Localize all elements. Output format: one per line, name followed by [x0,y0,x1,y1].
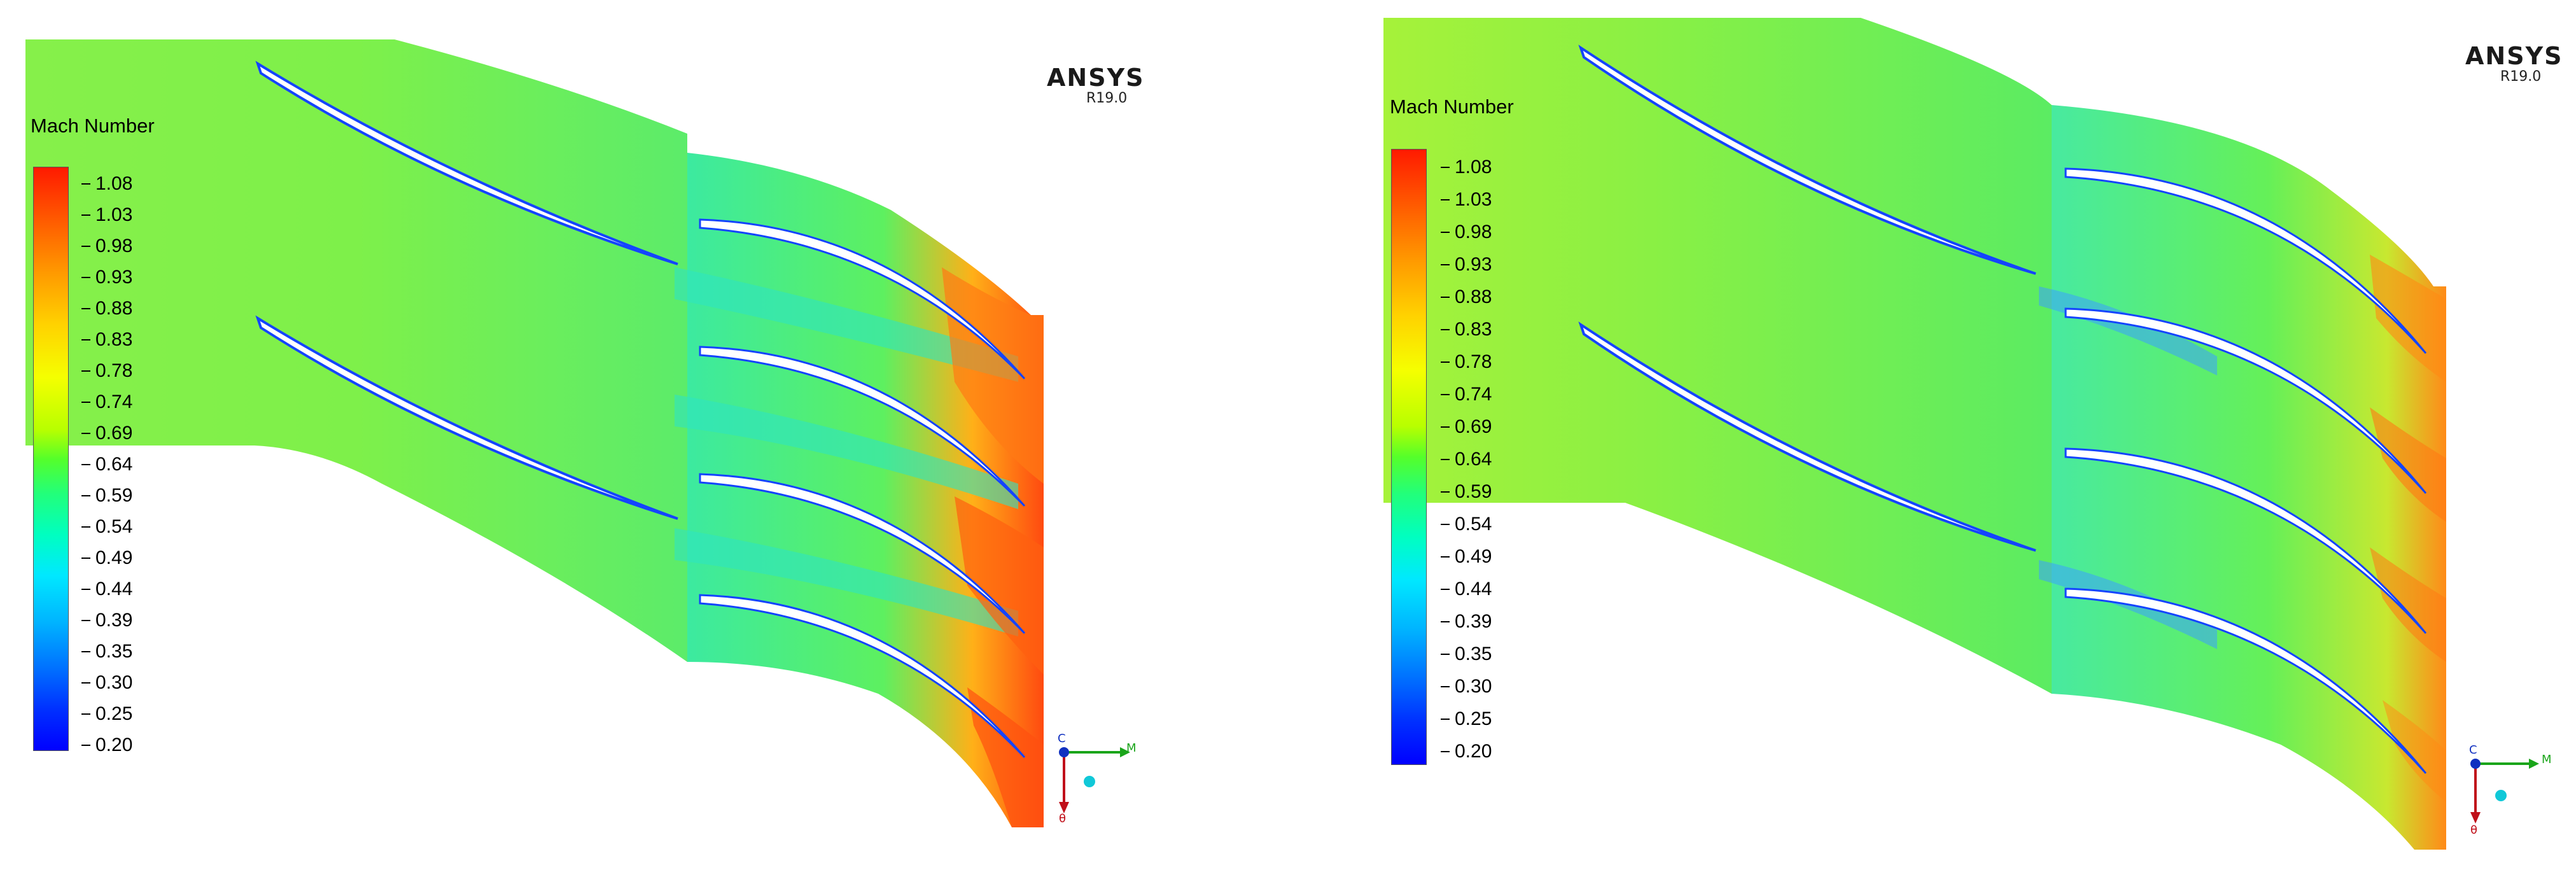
legend-tick: 0.25 [81,703,133,724]
legend-tick: 0.88 [81,298,133,319]
legend-tick: 0.78 [1440,351,1492,372]
axis-triad [1059,747,1130,813]
rotor-domain [2052,105,2446,850]
legend-tick: 1.08 [81,173,133,194]
triad-z-label: C [2469,743,2477,757]
stator-domain [25,39,687,662]
legend-tick: 0.20 [1440,741,1492,762]
mach-contour-field [25,39,1130,827]
color-bar [33,167,69,751]
legend-tick: 0.74 [1440,384,1492,405]
legend-tick: 0.44 [81,579,133,600]
triad-x-label: M [2542,753,2552,766]
stator-blade [1578,321,2036,552]
contour-panel-left: Mach Number 1.08 1.03 0.98 0.93 0.88 0.8… [25,39,1145,827]
rotor-blade [699,473,1026,635]
axis-triad [2470,759,2539,824]
rotor-blade [699,594,1026,759]
triad-x-label: M [1126,741,1137,755]
legend-tick: 1.03 [81,204,133,225]
legend-tick: 0.39 [81,610,133,631]
stator-blade [255,315,678,520]
ansys-logo-text: ANSYS [1047,64,1145,92]
ansys-logo-text: ANSYS [2465,42,2563,70]
legend-tick: 0.88 [1440,286,1492,307]
legend-tick: 0.35 [81,641,133,662]
legend-tick: 0.59 [1440,481,1492,502]
ansys-version: R19.0 [1086,90,1128,106]
legend-tick: 0.74 [81,391,133,412]
legend-tick: 0.98 [81,235,133,256]
triad-y-label: θ [1059,812,1067,825]
contour-panel-right: Mach Number 1.08 1.03 0.98 0.93 0.88 0.8… [1288,0,2576,891]
rotor-blade [2064,307,2427,495]
legend-tick: 0.25 [1440,708,1492,729]
legend-tick: 0.83 [81,329,133,350]
legend-tick: 0.49 [1440,546,1492,567]
legend-tick: 0.83 [1440,319,1492,340]
rotor-blade [699,218,1026,380]
stator-domain [1383,18,2052,694]
legend-title: Mach Number [1390,95,1514,118]
legend-tick: 0.49 [81,547,133,568]
legend-tick: 0.93 [1440,254,1492,275]
legend-tick: 0.54 [1440,514,1492,535]
triad-z-label: C [1058,732,1066,745]
legend-tick: 1.08 [1440,157,1492,178]
legend-tick: 0.69 [81,423,133,444]
legend-tick: 0.30 [1440,676,1492,697]
rotor-blade [699,346,1026,507]
legend-tick: 0.98 [1440,221,1492,242]
legend-tick: 0.64 [81,454,133,475]
legend-tick: 1.03 [1440,189,1492,210]
stator-blade [255,60,678,265]
stator-blade [1578,45,2036,275]
legend-tick: 0.44 [1440,579,1492,600]
legend-tick: 0.64 [1440,449,1492,470]
legend-tick: 0.69 [1440,416,1492,437]
legend-tick: 0.59 [81,485,133,506]
triad-y-label: θ [2470,824,2478,837]
legend-tick: 0.35 [1440,643,1492,664]
legend-title: Mach Number [31,115,155,137]
rotor-blade [2064,447,2427,635]
legend-tick: 0.39 [1440,611,1492,632]
legend-tick: 0.30 [81,672,133,693]
mach-contour-field [1383,18,2539,850]
color-bar [1391,149,1427,765]
legend-tick: 0.20 [81,734,133,755]
rotor-blade [2064,587,2427,775]
rotor-blade [2064,167,2427,354]
ansys-version: R19.0 [2500,69,2542,85]
legend-tick: 0.78 [81,360,133,381]
legend-tick: 0.54 [81,516,133,537]
legend-tick: 0.93 [81,267,133,288]
